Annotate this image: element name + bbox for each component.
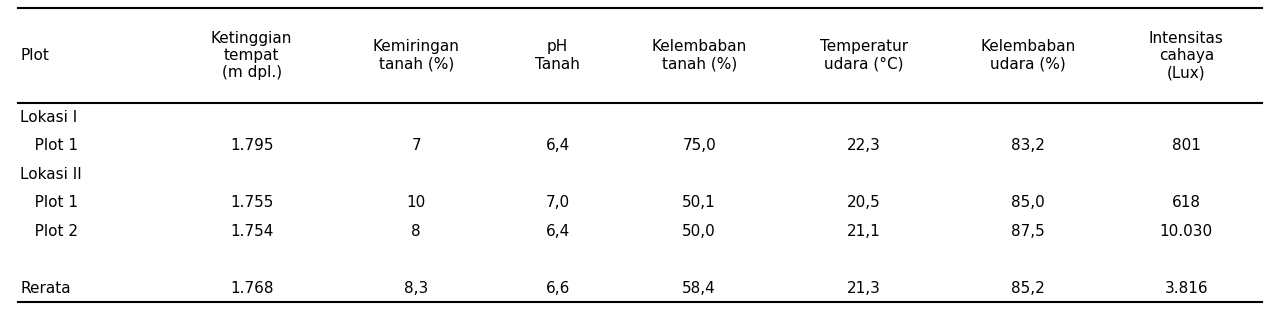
Text: 21,1: 21,1: [847, 224, 881, 239]
Text: Rerata: Rerata: [20, 281, 70, 296]
Text: 801: 801: [1172, 138, 1201, 153]
Text: Temperatur
udara (°C): Temperatur udara (°C): [819, 39, 908, 72]
Text: Kelembaban
tanah (%): Kelembaban tanah (%): [652, 39, 746, 72]
Text: 58,4: 58,4: [682, 281, 716, 296]
Text: 10: 10: [407, 195, 426, 210]
Text: 1.755: 1.755: [230, 195, 274, 210]
Text: 7,0: 7,0: [545, 195, 570, 210]
Text: Plot 1: Plot 1: [20, 195, 78, 210]
Text: 8,3: 8,3: [404, 281, 429, 296]
Text: pH
Tanah: pH Tanah: [535, 39, 580, 72]
Text: 87,5: 87,5: [1011, 224, 1046, 239]
Text: Plot: Plot: [20, 48, 49, 63]
Text: Plot 2: Plot 2: [20, 224, 78, 239]
Text: Lokasi II: Lokasi II: [20, 167, 82, 182]
Text: 21,3: 21,3: [847, 281, 881, 296]
Text: 83,2: 83,2: [1011, 138, 1046, 153]
Text: Ketinggian
tempat
(m dpl.): Ketinggian tempat (m dpl.): [211, 31, 292, 80]
Text: 618: 618: [1171, 195, 1201, 210]
Text: 85,0: 85,0: [1011, 195, 1046, 210]
Text: Lokasi I: Lokasi I: [20, 110, 77, 125]
Text: Kemiringan
tanah (%): Kemiringan tanah (%): [372, 39, 460, 72]
Text: Kelembaban
udara (%): Kelembaban udara (%): [980, 39, 1076, 72]
Text: 50,1: 50,1: [682, 195, 716, 210]
Text: 20,5: 20,5: [847, 195, 881, 210]
Text: 6,4: 6,4: [545, 138, 570, 153]
Text: 8: 8: [411, 224, 421, 239]
Text: Plot 1: Plot 1: [20, 138, 78, 153]
Text: 1.754: 1.754: [230, 224, 274, 239]
Text: 10.030: 10.030: [1160, 224, 1213, 239]
Text: 6,6: 6,6: [545, 281, 570, 296]
Text: 7: 7: [411, 138, 421, 153]
Text: 3.816: 3.816: [1165, 281, 1208, 296]
Text: 50,0: 50,0: [682, 224, 716, 239]
Text: 1.795: 1.795: [230, 138, 274, 153]
Text: Intensitas
cahaya
(Lux): Intensitas cahaya (Lux): [1149, 31, 1224, 80]
Text: 75,0: 75,0: [682, 138, 716, 153]
Text: 85,2: 85,2: [1011, 281, 1046, 296]
Text: 1.768: 1.768: [230, 281, 274, 296]
Text: 22,3: 22,3: [847, 138, 881, 153]
Text: 6,4: 6,4: [545, 224, 570, 239]
